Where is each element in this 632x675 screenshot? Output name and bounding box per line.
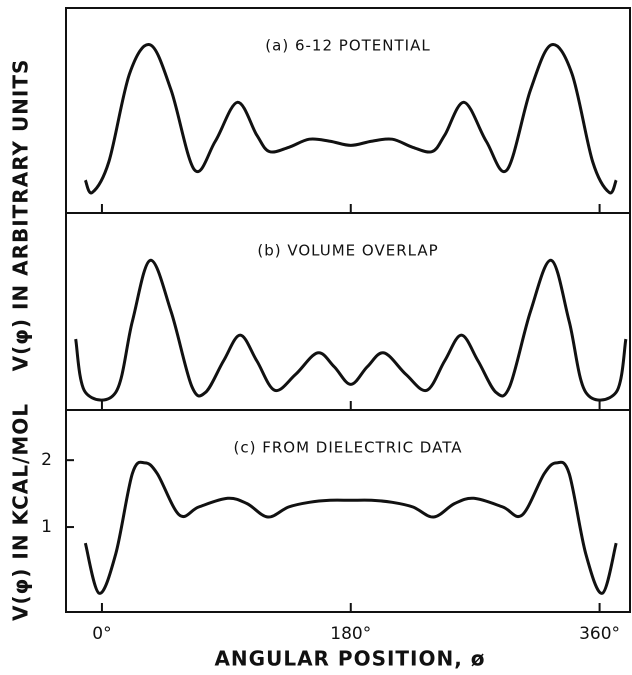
panel-title: (a) 6-12 POTENTIAL [265,37,430,55]
x-tick-label: 180° [330,624,371,644]
x-tick-label: 0° [92,624,111,644]
panel-title: (c) FROM DIELECTRIC DATA [234,439,463,457]
x-tick-label: 360° [579,624,620,644]
y-axis-label: V(φ) IN KCAL/MOL [9,403,33,621]
data-line [74,258,628,402]
panel-title: (b) VOLUME OVERLAP [257,242,438,260]
data-line [83,43,618,195]
data-line [83,460,618,595]
x-axis-label: ANGULAR POSITION, ø [214,647,485,671]
panel-frame [65,409,631,613]
y-axis-label: V(φ) IN ARBITRARY UNITS [9,59,33,372]
y-tick-label: 1 [41,517,52,537]
y-tick-label: 2 [41,450,52,470]
